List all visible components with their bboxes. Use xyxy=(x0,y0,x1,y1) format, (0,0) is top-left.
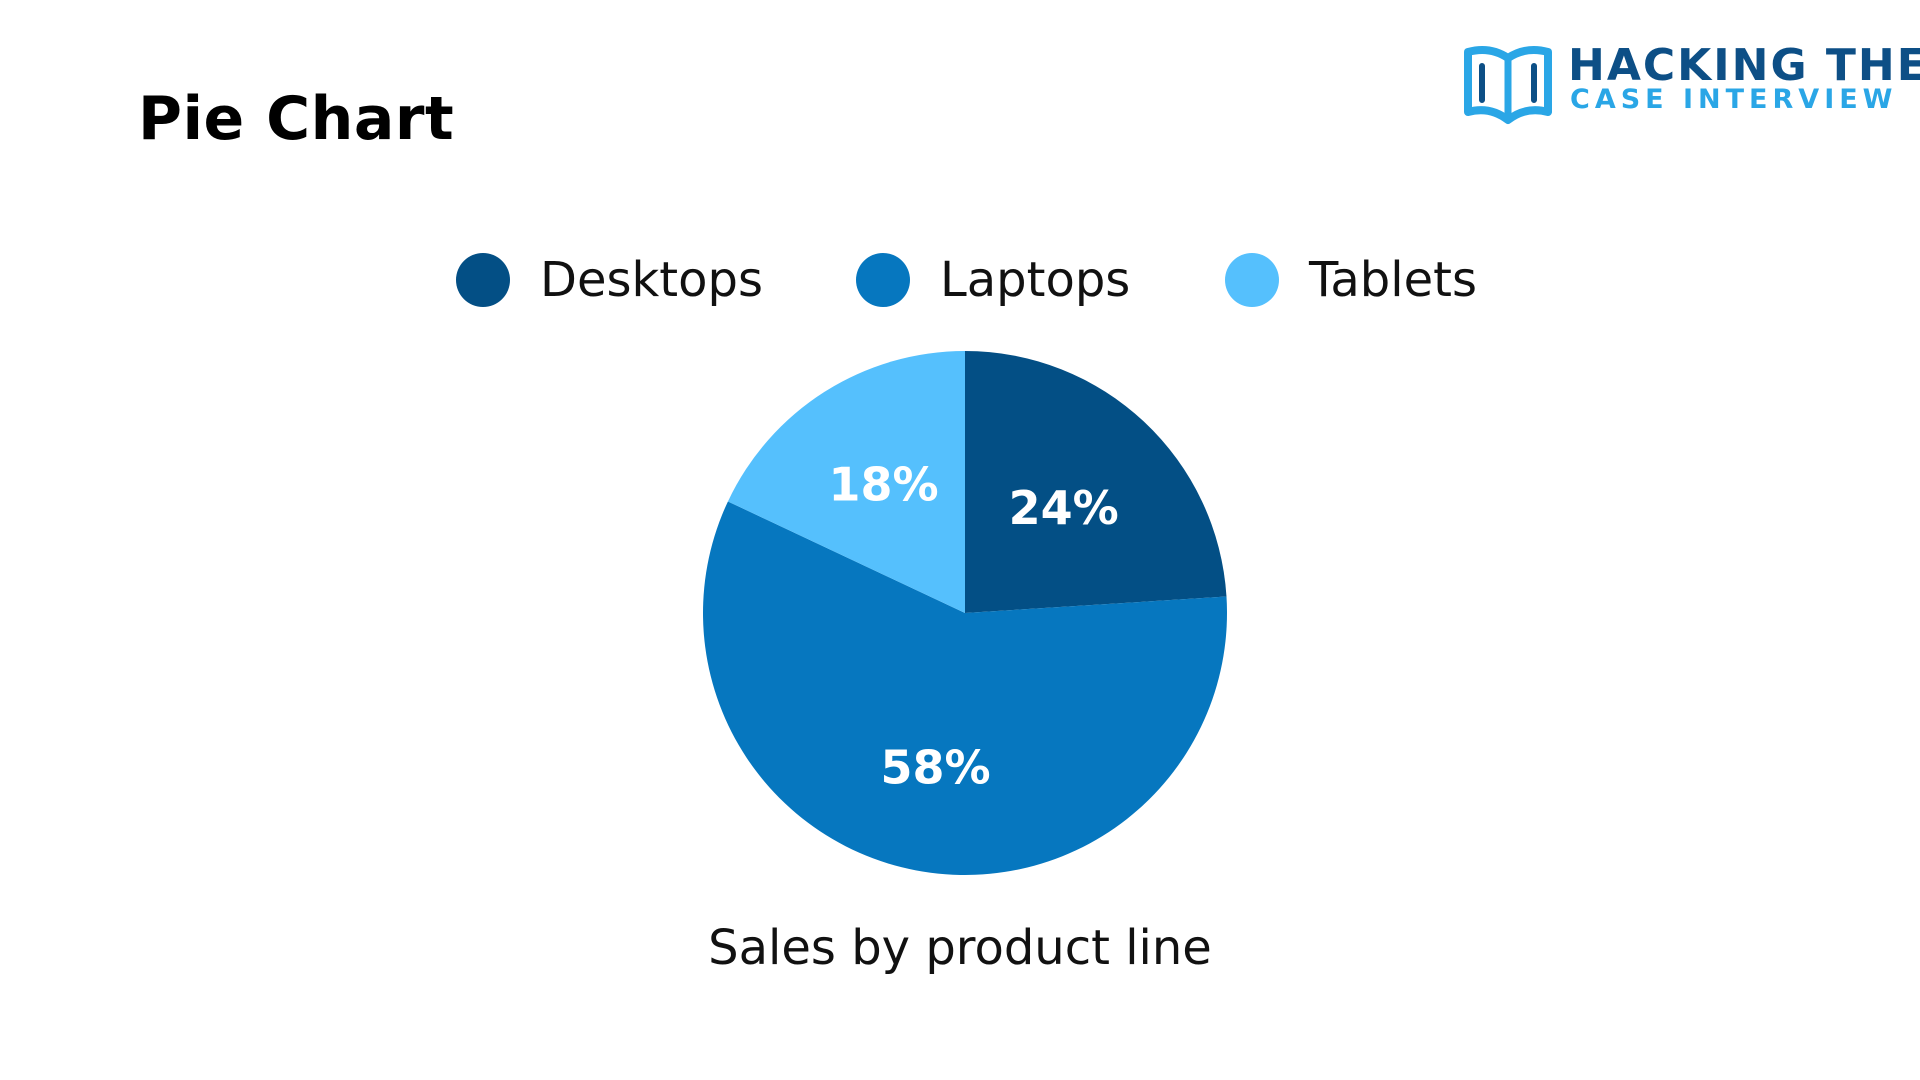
chart-legend: Desktops Laptops Tablets xyxy=(0,245,1920,315)
pie-slice-tablets xyxy=(727,351,965,613)
pie-slice-laptops xyxy=(702,501,1228,875)
legend-swatch-desktops xyxy=(456,253,510,307)
legend-label-laptops: Laptops xyxy=(940,252,1131,308)
pie-slice-desktops xyxy=(965,351,1227,613)
brand-logo: HACKING THE CASE INTERVIEW xyxy=(1462,40,1920,130)
legend-item-desktops: Desktops xyxy=(456,245,763,315)
legend-label-desktops: Desktops xyxy=(540,252,763,308)
open-book-icon xyxy=(1464,46,1552,124)
logo-text-secondary: CASE INTERVIEW xyxy=(1570,84,1898,115)
page-title: Pie Chart xyxy=(138,84,455,154)
legend-label-tablets: Tablets xyxy=(1309,252,1477,308)
logo-text-primary: HACKING THE xyxy=(1568,40,1920,91)
slice-label-desktops: 24% xyxy=(1009,481,1119,535)
slice-label-tablets: 18% xyxy=(829,458,939,512)
legend-item-tablets: Tablets xyxy=(1225,245,1477,315)
legend-item-laptops: Laptops xyxy=(856,245,1130,315)
legend-swatch-laptops xyxy=(856,253,910,307)
chart-caption: Sales by product line xyxy=(708,920,1212,976)
slice-label-laptops: 58% xyxy=(880,740,990,794)
legend-swatch-tablets xyxy=(1225,253,1279,307)
